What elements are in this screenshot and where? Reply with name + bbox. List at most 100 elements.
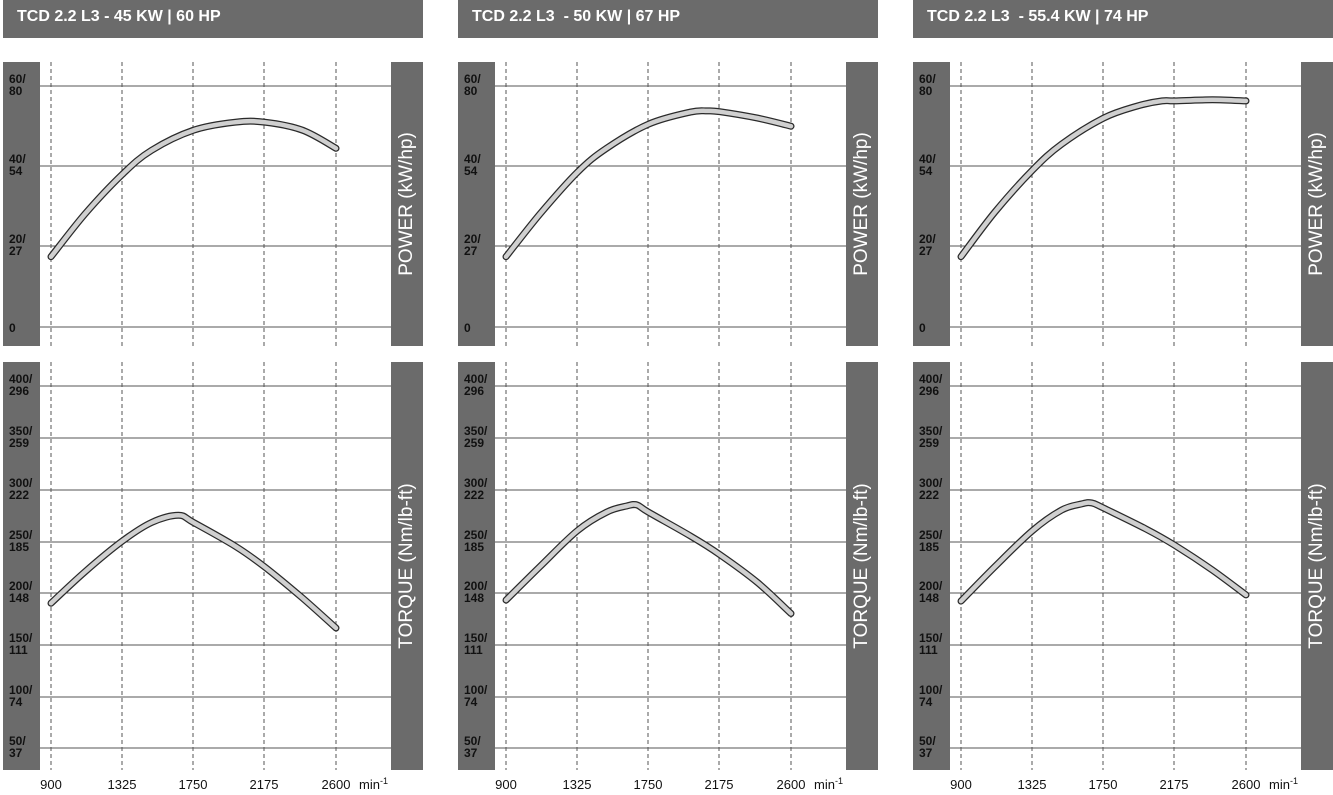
x-tick-label: 2600 <box>1232 777 1261 792</box>
x-tick-label: 900 <box>950 777 972 792</box>
chart-title-bar: TCD 2.2 L3 - 55.4 KW | 74 HP <box>913 0 1333 38</box>
torque-tick-label: 350/ <box>919 424 943 438</box>
torque-tick-label: 185 <box>464 540 484 554</box>
power-tick-label: 40/ <box>464 152 481 166</box>
torque-right-axis-bar <box>1301 362 1333 770</box>
torque-tick-label: 111 <box>464 643 483 657</box>
torque-axis-label: TORQUE (Nm/lb-ft) <box>851 483 872 648</box>
torque-tick-label: 400/ <box>9 372 33 386</box>
torque-curve <box>958 500 1249 604</box>
power-left-axis-bar <box>913 62 950 346</box>
torque-tick-label: 400/ <box>464 372 488 386</box>
power-tick-label: 80 <box>464 84 478 98</box>
chart-panel-1: TCD 2.2 L3 - 45 KW | 60 HP 60/80 40/54 20/… <box>3 0 423 795</box>
power-tick-label: 20/ <box>464 232 481 246</box>
x-unit-label: min-1 <box>359 776 388 792</box>
power-tick-label: 80 <box>919 84 933 98</box>
chart-svg: 60/80 40/54 20/27 0 POWER (kW/hp) 400/296 350/… <box>913 62 1333 792</box>
torque-tick-label: 222 <box>464 488 484 502</box>
torque-tick-label: 100/ <box>919 683 943 697</box>
torque-tick-label: 250/ <box>919 528 943 542</box>
torque-tick-label: 200/ <box>9 579 33 593</box>
torque-tick-label: 350/ <box>9 424 33 438</box>
power-tick-label: 54 <box>919 164 933 178</box>
x-tick-label: 1325 <box>108 777 137 792</box>
torque-tick-label: 222 <box>9 488 29 502</box>
torque-tick-label: 200/ <box>919 579 943 593</box>
power-tick-label: 40/ <box>9 152 26 166</box>
torque-tick-label: 74 <box>464 695 478 709</box>
torque-curve <box>503 502 794 616</box>
torque-tick-label: 259 <box>919 436 939 450</box>
torque-axis-label: TORQUE (Nm/lb-ft) <box>1306 483 1327 648</box>
torque-tick-label: 111 <box>919 643 938 657</box>
torque-tick-label: 296 <box>9 384 29 398</box>
torque-tick-label: 300/ <box>464 476 488 490</box>
torque-tick-label: 350/ <box>464 424 488 438</box>
chart-title-bar: TCD 2.2 L3 - 50 KW | 67 HP <box>458 0 878 38</box>
torque-tick-label: 74 <box>9 695 23 709</box>
torque-tick-label: 296 <box>464 384 484 398</box>
power-tick-label: 54 <box>9 164 23 178</box>
power-tick-label: 60/ <box>919 72 936 86</box>
x-unit-superscript: -1 <box>380 776 388 786</box>
power-axis-label: POWER (kW/hp) <box>396 132 417 276</box>
torque-tick-label: 150/ <box>919 631 943 645</box>
torque-tick-label: 50/ <box>464 734 481 748</box>
x-tick-label: 1750 <box>634 777 663 792</box>
torque-tick-label: 185 <box>919 540 939 554</box>
power-tick-label: 80 <box>9 84 23 98</box>
power-right-axis-bar <box>846 62 878 346</box>
power-tick-label: 20/ <box>919 232 936 246</box>
torque-tick-label: 148 <box>464 591 484 605</box>
x-tick-label: 900 <box>40 777 62 792</box>
power-tick-label: 27 <box>9 244 23 258</box>
power-tick-label: 27 <box>919 244 933 258</box>
torque-tick-label: 296 <box>919 384 939 398</box>
chart-panel-3: TCD 2.2 L3 - 55.4 KW | 74 HP 60/80 40/54 2… <box>913 0 1333 795</box>
power-left-axis-bar <box>3 62 40 346</box>
torque-tick-label: 37 <box>464 746 478 760</box>
x-tick-label: 1325 <box>563 777 592 792</box>
power-tick-label: 20/ <box>9 232 26 246</box>
torque-tick-label: 185 <box>9 540 29 554</box>
torque-left-axis-bar <box>458 362 495 770</box>
x-unit-superscript: -1 <box>1290 776 1298 786</box>
x-tick-label: 1750 <box>1089 777 1118 792</box>
torque-tick-label: 400/ <box>919 372 943 386</box>
power-curve <box>958 97 1249 259</box>
power-curve <box>503 108 794 259</box>
torque-tick-label: 148 <box>919 591 939 605</box>
chart-title: TCD 2.2 L3 - 50 KW | 67 HP <box>472 8 681 25</box>
torque-tick-label: 250/ <box>464 528 488 542</box>
chart-title: TCD 2.2 L3 - 45 KW | 60 HP <box>17 8 221 25</box>
chart-svg: 60/80 40/54 20/27 0 POWER (kW/hp) 400/296 350/… <box>3 62 423 792</box>
power-right-axis-bar <box>391 62 423 346</box>
power-left-axis-bar <box>458 62 495 346</box>
torque-tick-label: 222 <box>919 488 939 502</box>
power-tick-label: 0 <box>9 321 16 335</box>
x-tick-label: 900 <box>495 777 517 792</box>
power-tick-label: 0 <box>919 321 926 335</box>
torque-tick-label: 300/ <box>9 476 33 490</box>
power-tick-label: 54 <box>464 164 478 178</box>
torque-left-axis-bar <box>3 362 40 770</box>
torque-tick-label: 250/ <box>9 528 33 542</box>
power-curve <box>48 118 339 259</box>
torque-tick-label: 50/ <box>919 734 936 748</box>
x-tick-label: 2600 <box>777 777 806 792</box>
torque-right-axis-bar <box>846 362 878 770</box>
torque-left-axis-bar <box>913 362 950 770</box>
power-tick-label: 60/ <box>464 72 481 86</box>
chart-title: TCD 2.2 L3 - 55.4 KW | 74 HP <box>927 8 1149 25</box>
torque-tick-label: 200/ <box>464 579 488 593</box>
torque-tick-label: 259 <box>9 436 29 450</box>
torque-tick-label: 300/ <box>919 476 943 490</box>
torque-tick-label: 37 <box>919 746 933 760</box>
torque-curve <box>48 513 339 631</box>
torque-tick-label: 74 <box>919 695 933 709</box>
torque-tick-label: 100/ <box>9 683 33 697</box>
chart-title-bar: TCD 2.2 L3 - 45 KW | 60 HP <box>3 0 423 38</box>
x-tick-label: 2175 <box>1160 777 1189 792</box>
torque-tick-label: 37 <box>9 746 23 760</box>
